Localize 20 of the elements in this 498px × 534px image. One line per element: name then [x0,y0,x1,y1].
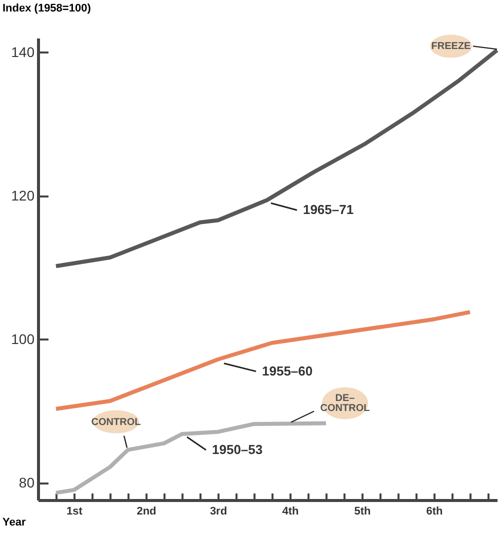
annotation: CONTROL [91,416,141,428]
annotation: FREEZE [431,41,472,52]
x-tick-label: 1st [66,506,83,518]
x-axis-title: Year [2,516,26,528]
series-label: 1965–71 [302,202,354,218]
x-tick-label: 2nd [136,506,156,518]
y-tick-label: 100 [11,330,35,347]
y-tick-label: 80 [18,474,35,490]
x-tick-label: 3rd [210,506,228,518]
y-tick-label: 140 [11,44,35,60]
line-series [54,310,472,411]
x-tick-label: 5th [354,506,372,518]
y-axis-title: Index (1958=100) [2,2,92,14]
x-tick-label: 6th [426,506,444,518]
annotation: DE– CONTROL [320,393,370,414]
series-label: 1955–60 [262,363,313,378]
line-series [54,48,498,268]
series-label: 1950–53 [212,442,263,457]
x-tick-label: 4th [282,506,300,518]
y-tick-label: 120 [11,187,35,204]
